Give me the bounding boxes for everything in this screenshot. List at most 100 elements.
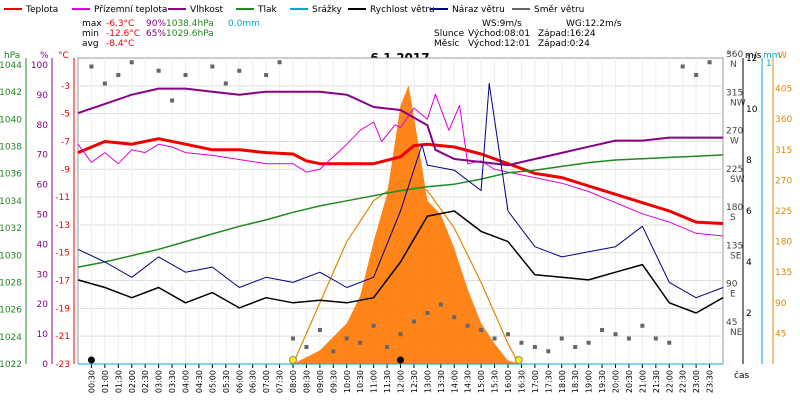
- moon-marker: [397, 356, 404, 364]
- legend-label: Náraz větru: [452, 5, 505, 15]
- time-tick-label: 18:30: [571, 370, 580, 393]
- pct-tick-label: 80: [37, 121, 49, 131]
- max-press: 1038.4hPa: [166, 19, 214, 29]
- time-tick-label: 19:30: [598, 370, 607, 393]
- time-tick-label: 06:30: [249, 370, 258, 393]
- time-tick-label: 12:00: [397, 370, 406, 393]
- wind-direction-point: [170, 98, 175, 103]
- direction-compass-label: SW: [730, 175, 745, 185]
- time-tick-label: 08:00: [289, 370, 298, 393]
- ms-tick-label: 4: [746, 258, 752, 268]
- deg-unit: °: [726, 51, 731, 61]
- time-tick-label: 09:30: [329, 370, 338, 393]
- wind-direction-point: [398, 332, 403, 337]
- direction-degree-label: 225: [726, 165, 743, 175]
- ms-tick-label: 12: [746, 54, 757, 64]
- plot-series: [77, 60, 724, 365]
- time-tick-label: 06:00: [235, 370, 244, 393]
- direction-compass-label: W: [730, 137, 739, 147]
- max-hum: 90%: [146, 19, 166, 29]
- time-tick-label: 09:00: [316, 370, 325, 393]
- pct-tick-label: 10: [37, 330, 49, 340]
- wind-direction-point: [465, 323, 470, 328]
- temp-tick-label: -17: [55, 277, 70, 287]
- direction-compass-label: E: [730, 290, 736, 300]
- time-tick-label: 15:00: [477, 370, 486, 393]
- wind-direction-point: [317, 328, 322, 332]
- mesic-zapad: Západ:0:24: [538, 39, 590, 49]
- wind-direction-point: [667, 340, 672, 345]
- teplota-line: [77, 137, 724, 225]
- time-tick-label: 14:00: [450, 370, 459, 393]
- time-tick-label: 23:30: [706, 370, 715, 393]
- mesic-label: Měsíc: [434, 39, 459, 49]
- wm2-tick-label: 270: [775, 176, 792, 186]
- wind-direction-point: [411, 319, 416, 324]
- wind-direction-point: [492, 336, 497, 341]
- right-axes: 360N315NW270W225SW180S135SE90E45NE121086…: [726, 50, 792, 364]
- temp-tick-label: -21: [55, 332, 70, 342]
- time-tick-label: 16:30: [517, 370, 526, 393]
- wind-direction-point: [532, 345, 537, 349]
- direction-degree-label: 135: [726, 241, 743, 251]
- hpa-tick-label: 1044: [0, 61, 22, 71]
- direction-degree-label: 315: [726, 88, 743, 98]
- legend: Teplota Přízemní teplota Vlhkost Tlak Srážky…: [4, 5, 584, 15]
- time-tick-label: 04:30: [195, 370, 204, 393]
- ms-tick-label: 8: [746, 156, 752, 166]
- mm-unit: mm: [763, 51, 781, 61]
- ground-temp-line: [77, 93, 724, 237]
- time-tick-label: 21:30: [652, 370, 661, 393]
- time-tick-label: 03:30: [168, 370, 177, 393]
- time-tick-label: 02:30: [141, 370, 150, 393]
- pct-tick-label: 40: [37, 240, 49, 250]
- sun-marker: [289, 356, 297, 364]
- pressure-line: [77, 154, 724, 268]
- hpa-tick-label: 1024: [0, 333, 22, 343]
- wind-direction-point: [116, 73, 121, 77]
- time-tick-label: 10:30: [356, 370, 365, 393]
- ms-unit: m/s: [745, 51, 762, 61]
- ms-tick-label: 10: [746, 105, 758, 115]
- direction-compass-label: N: [730, 60, 737, 70]
- wind-direction-point: [358, 340, 363, 345]
- time-tick-label: 23:00: [692, 370, 701, 393]
- time-tick-label: 20:30: [625, 370, 634, 393]
- wind-direction-point: [680, 64, 685, 69]
- min-press: 1029.6hPa: [166, 29, 214, 39]
- wind-direction-point: [600, 328, 605, 332]
- stats-block: max -6.3°C 90% 1038.4hPa 0.0mm min -12.6…: [82, 19, 260, 49]
- legend-label: Srážky: [312, 5, 343, 15]
- time-tick-label: 17:00: [531, 370, 540, 393]
- direction-compass-label: S: [730, 213, 736, 223]
- pct-tick-label: 60: [37, 181, 49, 191]
- wind-direction-point: [129, 60, 134, 65]
- avg-label: avg: [82, 39, 99, 49]
- wind-direction-point: [183, 73, 188, 77]
- legend-label: Vlhkost: [190, 5, 223, 15]
- legend-label: Přízemní teplota: [94, 5, 167, 15]
- time-tick-label: 07:30: [276, 370, 285, 393]
- wind-direction-point: [291, 336, 295, 341]
- wind-direction-point: [89, 64, 94, 69]
- wind-direction-point: [277, 60, 282, 65]
- temp-tick-label: -19: [55, 304, 70, 314]
- wind-direction-point: [506, 332, 510, 337]
- ws-text: WS:9m/s: [482, 19, 522, 29]
- direction-compass-label: NW: [730, 98, 746, 108]
- time-tick-label: 13:00: [423, 370, 432, 393]
- wind-direction-point: [546, 349, 551, 354]
- time-tick-label: 22:00: [665, 370, 674, 393]
- temp-tick-label: -7: [61, 137, 70, 147]
- time-tick-label: 01:00: [101, 370, 110, 393]
- temp-tick-label: -23: [55, 360, 70, 370]
- min-label: min: [82, 29, 99, 39]
- max-temp: -6.3°C: [106, 19, 134, 29]
- hpa-tick-label: 1030: [0, 251, 22, 261]
- axis-units: hPa % °C ° m/s mm W 1 čas: [4, 51, 787, 381]
- hpa-tick-label: 1038: [0, 143, 22, 153]
- wind-direction-point: [452, 315, 457, 320]
- time-tick-label: 14:30: [464, 370, 473, 393]
- wind-direction-point: [304, 345, 309, 349]
